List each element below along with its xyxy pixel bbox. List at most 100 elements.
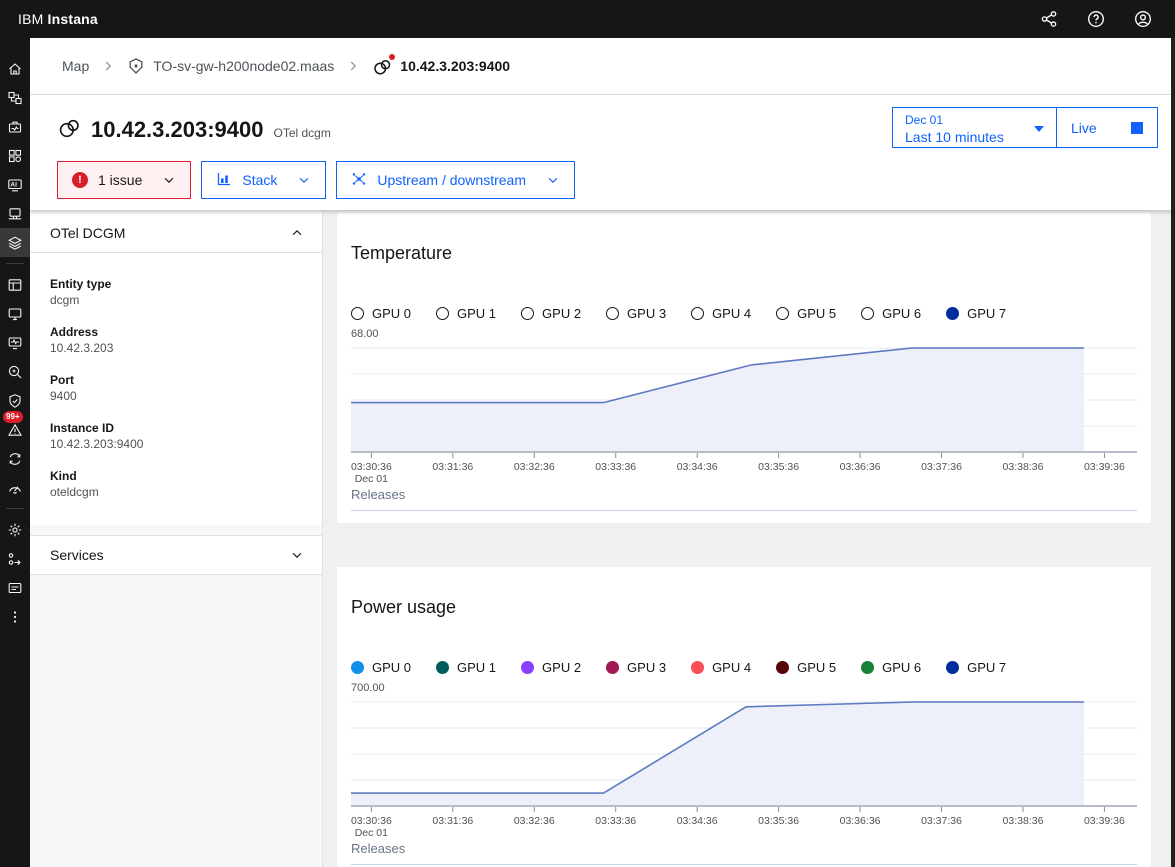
svg-text:Dec 01: Dec 01 xyxy=(355,827,388,839)
legend-dot-hollow xyxy=(436,307,450,320)
breadcrumb-host[interactable]: TO-sv-gw-h200node02.maas xyxy=(127,57,334,75)
breadcrumb: Map TO-sv-gw-h200node02.maas xyxy=(30,38,1175,95)
legend-dot-filled xyxy=(946,307,960,320)
documentation-icon xyxy=(8,582,22,593)
legend-dot-hollow xyxy=(861,307,875,320)
legend-dot-hollow xyxy=(776,307,790,320)
legend-item-gpu-2[interactable]: GPU 2 xyxy=(521,306,581,321)
svg-text:03:32:36: 03:32:36 xyxy=(514,461,555,473)
sidebar-item-unbounded-analytics[interactable] xyxy=(0,357,30,386)
svg-text:03:36:36: 03:36:36 xyxy=(840,815,881,827)
legend-item-gpu-3[interactable]: GPU 3 xyxy=(606,306,666,321)
breadcrumb-map[interactable]: Map xyxy=(62,58,90,74)
legend-dot-hollow xyxy=(691,307,705,320)
svg-text:03:32:36: 03:32:36 xyxy=(514,815,555,827)
panel-section-oteldcgm[interactable]: OTel DCGM xyxy=(30,213,322,253)
legend-label: GPU 7 xyxy=(967,660,1007,675)
releases-lane[interactable]: Releases xyxy=(351,840,1137,865)
custom-dashboards-icon xyxy=(8,278,22,291)
field-address: Address 10.42.3.203 xyxy=(50,325,114,355)
legend-label: GPU 3 xyxy=(627,306,667,321)
nav-divider xyxy=(6,263,24,264)
svg-text:03:37:36: 03:37:36 xyxy=(921,815,962,827)
upstream-downstream-button[interactable]: Upstream / downstream xyxy=(336,161,575,199)
legend-item-gpu-5[interactable]: GPU 5 xyxy=(776,306,836,321)
chart-title-temperature: Temperature xyxy=(351,243,453,263)
time-range-dropdown[interactable]: Dec 01 Last 10 minutes xyxy=(893,108,1057,147)
sidebar-item-more[interactable] xyxy=(0,602,30,631)
events-icon xyxy=(8,423,22,436)
sidebar-item-security[interactable] xyxy=(0,386,30,415)
breadcrumb-current-entity: 10.42.3.203:9400 xyxy=(372,53,510,76)
details-panel: OTel DCGM Entity type dcgm Address 10.42… xyxy=(30,210,323,867)
svg-text:03:35:36: 03:35:36 xyxy=(758,461,799,473)
sidebar-item-ai[interactable]: AI xyxy=(0,170,30,199)
chart-legend: GPU 0 GPU 1 GPU 2 GPU 3 GPU 4 GPU 5 GPU 6 GPU 7 xyxy=(351,660,1137,675)
legend-dot-hollow xyxy=(351,307,364,320)
brand-logo[interactable]: IBM Instana xyxy=(18,11,98,27)
legend-label: GPU 0 xyxy=(372,660,412,675)
sidebar-item-events[interactable]: 99+ xyxy=(0,411,30,444)
charts-column: Temperature GPU 0 GPU 1 GPU 2 GPU 3 GPU 4 GPU … xyxy=(323,210,1175,867)
legend-label: GPU 3 xyxy=(627,660,667,675)
share-icon[interactable] xyxy=(1039,9,1059,29)
panel-section-services[interactable]: Services xyxy=(30,535,322,575)
legend-label: GPU 5 xyxy=(797,306,837,321)
legend-dot-hollow xyxy=(606,307,620,320)
legend-dot-filled xyxy=(521,661,535,674)
sidebar-item-home[interactable] xyxy=(0,54,30,83)
sidebar-item-onboarding[interactable] xyxy=(0,544,30,573)
svg-text:03:30:36: 03:30:36 xyxy=(351,815,392,827)
settings-icon xyxy=(8,523,22,536)
svg-text:03:30:36: 03:30:36 xyxy=(351,461,392,473)
stop-live-icon xyxy=(1131,121,1143,134)
live-label: Live xyxy=(1071,119,1097,136)
legend-item-gpu-7[interactable]: GPU 7 xyxy=(946,660,1006,675)
live-toggle[interactable]: Live xyxy=(1057,108,1157,147)
security-icon xyxy=(9,393,21,408)
y-axis-max-label: 700.00 xyxy=(351,682,385,694)
legend-item-gpu-0[interactable]: GPU 0 xyxy=(351,306,411,321)
sidebar-item-digital-experience[interactable] xyxy=(0,199,30,228)
legend-item-gpu-2[interactable]: GPU 2 xyxy=(521,660,581,675)
stack-button[interactable]: Stack xyxy=(201,161,327,199)
left-nav: AI 99+ xyxy=(0,38,30,867)
unbounded-analytics-icon xyxy=(8,365,22,378)
legend-dot-filled xyxy=(691,661,705,674)
sidebar-item-applications[interactable] xyxy=(0,112,30,141)
legend-item-gpu-6[interactable]: GPU 6 xyxy=(861,660,921,675)
sidebar-item-synthetic-monitoring[interactable] xyxy=(0,328,30,357)
legend-item-gpu-1[interactable]: GPU 1 xyxy=(436,660,496,675)
account-icon[interactable] xyxy=(1133,9,1153,29)
legend-item-gpu-3[interactable]: GPU 3 xyxy=(606,660,666,675)
sidebar-item-documentation[interactable] xyxy=(0,573,30,602)
legend-label: GPU 1 xyxy=(457,306,497,321)
legend-item-gpu-6[interactable]: GPU 6 xyxy=(861,306,921,321)
legend-item-gpu-0[interactable]: GPU 0 xyxy=(351,660,411,675)
onboarding-icon xyxy=(8,552,21,565)
svg-text:03:31:36: 03:31:36 xyxy=(432,461,473,473)
sidebar-item-custom-dashboards[interactable] xyxy=(0,270,30,299)
sidebar-item-service-levels[interactable] xyxy=(0,473,30,502)
sidebar-item-settings[interactable] xyxy=(0,515,30,544)
legend-item-gpu-5[interactable]: GPU 5 xyxy=(776,660,836,675)
issues-button[interactable]: ! 1 issue xyxy=(57,161,192,199)
chart-legend: GPU 0 GPU 1 GPU 2 GPU 3 GPU 4 GPU 5 GPU 6 GPU 7 xyxy=(351,306,1137,321)
sidebar-item-platforms[interactable] xyxy=(0,141,30,170)
chevron-down-icon xyxy=(292,552,302,559)
legend-item-gpu-7[interactable]: GPU 7 xyxy=(946,306,1006,321)
analytics-stack-icon xyxy=(8,236,22,250)
svg-text:AI: AI xyxy=(10,181,17,188)
legend-item-gpu-4[interactable]: GPU 4 xyxy=(691,660,751,675)
sidebar-item-infrastructure-monitoring[interactable] xyxy=(0,299,30,328)
legend-item-gpu-1[interactable]: GPU 1 xyxy=(436,306,496,321)
legend-item-gpu-4[interactable]: GPU 4 xyxy=(691,306,751,321)
help-icon[interactable] xyxy=(1086,9,1106,29)
releases-lane[interactable]: Releases xyxy=(351,486,1137,511)
sidebar-item-infrastructure-map[interactable] xyxy=(0,83,30,112)
field-instance-id: Instance ID 10.42.3.203:9400 xyxy=(50,421,144,451)
sidebar-item-analytics-stack[interactable] xyxy=(0,228,30,257)
sidebar-item-automation[interactable] xyxy=(0,444,30,473)
